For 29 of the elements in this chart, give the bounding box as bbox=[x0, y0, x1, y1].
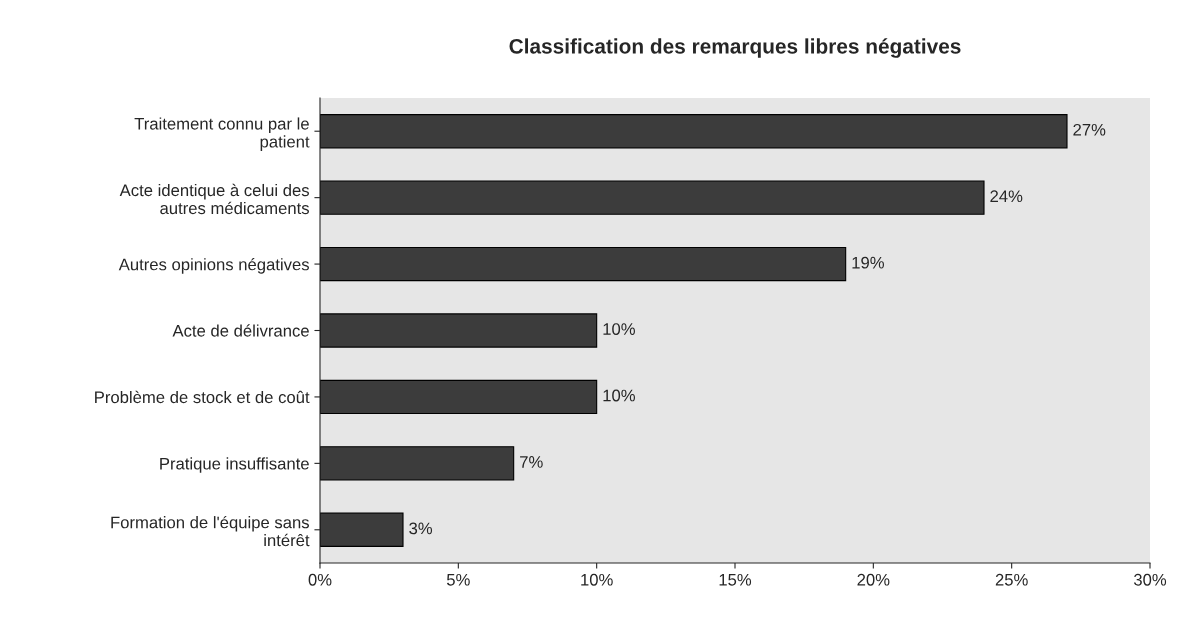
y-tick-label: Problème de stock et de coût bbox=[95, 390, 310, 404]
data-label: 10% bbox=[603, 389, 635, 402]
x-tick-label: 5% bbox=[446, 573, 470, 586]
x-tick-label: 0% bbox=[308, 573, 332, 586]
x-tick-label: 30% bbox=[1133, 573, 1167, 586]
bar bbox=[320, 246, 847, 282]
bar bbox=[320, 114, 1068, 149]
bar bbox=[320, 313, 598, 348]
y-tick-label: Autres opinions négatives bbox=[118, 257, 309, 274]
x-tick-label: 10% bbox=[581, 573, 613, 586]
bar bbox=[320, 180, 985, 215]
y-tick-label: Pratique insuffisante bbox=[160, 457, 309, 473]
data-label: 7% bbox=[520, 456, 543, 468]
bar bbox=[320, 446, 515, 481]
x-tick-label: 25% bbox=[995, 573, 1028, 586]
data-label: 3% bbox=[409, 522, 433, 535]
y-tick-label: Formation de l'équipe sans intérêt bbox=[111, 515, 310, 547]
data-label: 24% bbox=[990, 190, 1023, 203]
y-tick-label: Traitement connu par le patient bbox=[134, 117, 310, 151]
chart-title: Classification des remarques libres négatives bbox=[509, 38, 961, 58]
x-tick-label: 20% bbox=[857, 573, 890, 586]
bar bbox=[320, 379, 598, 415]
y-tick-label: Acte de délivrance bbox=[172, 324, 309, 337]
bar bbox=[320, 512, 404, 547]
data-label: 27% bbox=[1073, 123, 1106, 136]
y-tick-label: Acte identique à celui des autres médicaments bbox=[119, 183, 309, 215]
data-label: 10% bbox=[603, 323, 635, 335]
data-label: 19% bbox=[852, 256, 884, 269]
x-tick-label: 15% bbox=[719, 573, 752, 586]
